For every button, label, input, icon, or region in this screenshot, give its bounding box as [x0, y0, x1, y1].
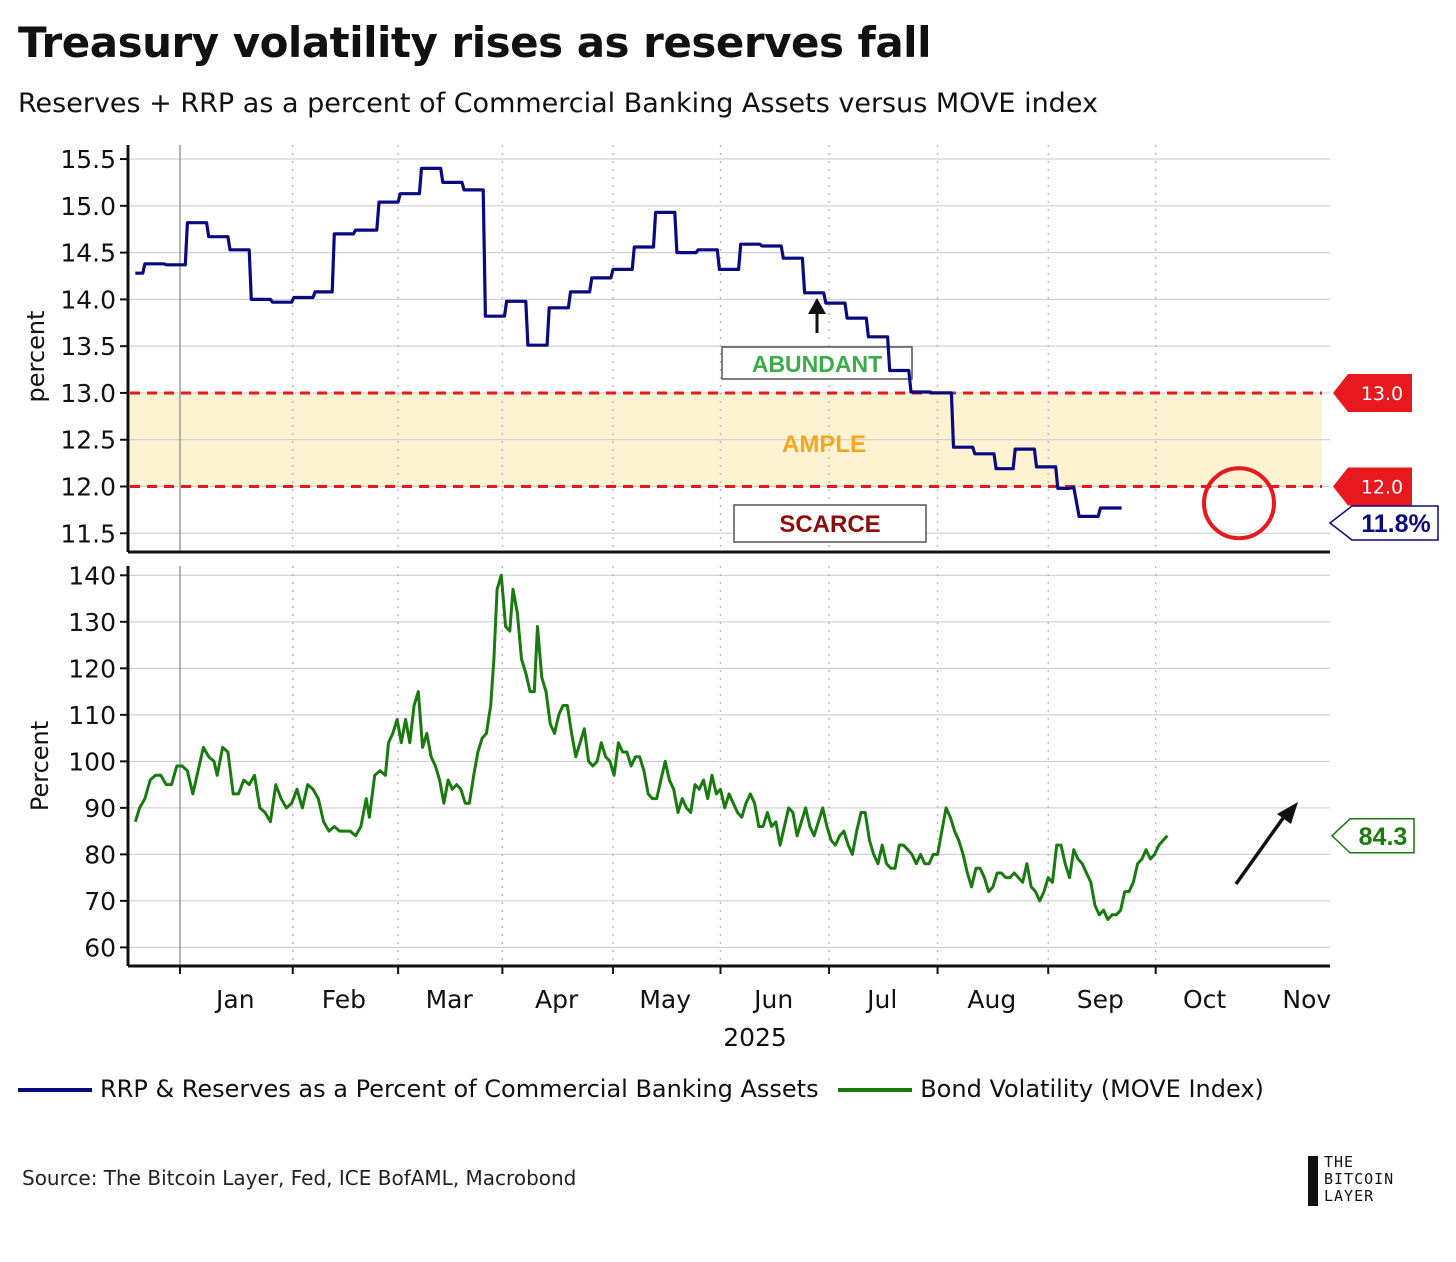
- top-ytick-label: 13.5: [60, 332, 116, 361]
- move-last-value-label: 84.3: [1359, 823, 1408, 851]
- x-axis-year-label: 2025: [723, 1023, 787, 1052]
- source-note: Source: The Bitcoin Layer, Fed, ICE BofA…: [22, 1166, 577, 1190]
- bottom-ytick-label: 60: [84, 933, 116, 962]
- threshold-tag: [1333, 373, 1412, 412]
- legend-swatch-reserves: [18, 1088, 92, 1092]
- threshold-tag: [1333, 467, 1412, 506]
- scarce-label: SCARCE: [779, 511, 880, 538]
- logo-text: THE BITCOIN LAYER: [1324, 1154, 1394, 1205]
- top-ylabel: percent: [22, 311, 50, 403]
- reserves-panel: 15.5 15.0 14.5 14.0 13.5 13.0 12.5 12.0 11.5 perc…: [22, 145, 1439, 554]
- highlight-circle: [1202, 466, 1276, 541]
- move-line: [133, 573, 1169, 921]
- xtick-label-jun: Jun: [752, 985, 793, 1014]
- bottom-ytick-label: 110: [68, 701, 116, 730]
- legend-item-reserves: RRP & Reserves as a Percent of Commercia…: [18, 1075, 819, 1103]
- chart-subtitle: Reserves + RRP as a percent of Commercia…: [18, 88, 1098, 119]
- bottom-ytick-label: 140: [68, 561, 116, 590]
- xtick-label-jul: Jul: [865, 985, 897, 1014]
- xtick-label-mar: Mar: [426, 985, 474, 1014]
- move-panel: 140 130 120 110 100 90 80 70 60 Percent Jan Feb Mar A…: [26, 561, 1415, 1052]
- top-ytick-label: 11.5: [60, 519, 116, 548]
- top-ytick-label: 14.0: [60, 285, 116, 314]
- abundant-arrow-head: [808, 298, 826, 314]
- top-ytick-label: 15.0: [60, 192, 116, 221]
- threshold-tag-label: 13.0: [1361, 383, 1403, 405]
- xtick-label-may: May: [639, 985, 691, 1014]
- legend-swatch-move: [838, 1088, 913, 1092]
- chart-title: Treasury volatility rises as reserves fa…: [18, 18, 931, 67]
- bottom-ytick-label: 70: [84, 887, 116, 916]
- threshold-tag-label: 12.0: [1361, 477, 1403, 499]
- bottom-ytick-label: 120: [68, 654, 116, 683]
- top-ytick-label: 15.5: [60, 145, 116, 174]
- abundant-box: [721, 346, 913, 380]
- xtick-label-feb: Feb: [322, 985, 366, 1014]
- legend-label-move: Bond Volatility (MOVE Index): [920, 1075, 1264, 1103]
- trend-arrow-shaft: [1234, 812, 1288, 886]
- bottom-ytick-label: 80: [84, 840, 116, 869]
- logo-line-3: LAYER: [1324, 1187, 1375, 1205]
- legend-label-reserves: RRP & Reserves as a Percent of Commercia…: [100, 1075, 819, 1103]
- top-ytick-label: 12.5: [60, 426, 116, 455]
- bottom-ytick-label: 90: [84, 794, 116, 823]
- logo-bar: [1308, 1156, 1318, 1206]
- legend-item-move: Bond Volatility (MOVE Index): [838, 1075, 1264, 1103]
- xtick-label-jan: Jan: [214, 985, 255, 1014]
- top-ytick-label: 12.0: [60, 473, 116, 502]
- trend-arrow-head: [1277, 802, 1298, 824]
- reserves-last-value-label: 11.8%: [1361, 510, 1431, 538]
- xtick-label-apr: Apr: [535, 985, 579, 1014]
- logo-line-2: BITCOIN: [1324, 1170, 1395, 1188]
- logo-line-1: THE: [1324, 1153, 1355, 1171]
- abundant-label: ABUNDANT: [752, 351, 882, 377]
- top-ytick-label: 13.0: [60, 379, 116, 408]
- scarce-box: [733, 504, 927, 543]
- ample-label: AMPLE: [782, 431, 866, 458]
- reserves-line: [135, 166, 1122, 519]
- xtick-label-aug: Aug: [967, 985, 1016, 1014]
- legend: RRP & Reserves as a Percent of Commercia…: [18, 1074, 1276, 1110]
- bottom-ytick-label: 100: [68, 747, 116, 776]
- move-last-value-tag: [1330, 818, 1415, 854]
- xtick-label-oct: Oct: [1183, 985, 1226, 1014]
- bottom-ylabel: Percent: [26, 721, 54, 811]
- top-ytick-label: 14.5: [60, 239, 116, 268]
- xtick-label-sep: Sep: [1077, 985, 1124, 1014]
- bitcoin-layer-logo: THE BITCOIN LAYER: [1308, 1154, 1448, 1210]
- reserves-last-value-tag: [1328, 505, 1439, 541]
- bottom-ytick-label: 130: [68, 608, 116, 637]
- xtick-label-nov: Nov: [1282, 985, 1331, 1014]
